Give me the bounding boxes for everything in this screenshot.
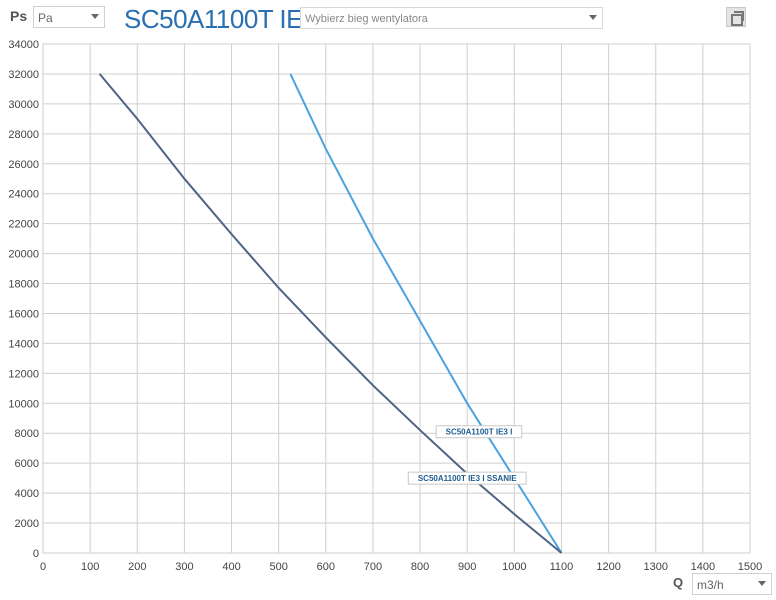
x-tick-labels: 0 100 200 300 400 500 600 700 800 900 1000 1100 1200… <box>40 561 762 573</box>
y-tick-label: 18000 <box>8 279 39 291</box>
x-tick-label: 300 <box>175 561 193 573</box>
copy-button[interactable] <box>726 7 746 27</box>
y-tick-label: 2000 <box>15 518 39 530</box>
fan-speed-placeholder: Wybierz bieg wentylatora <box>305 13 428 25</box>
x-tick-label: 100 <box>81 561 99 573</box>
y-axis-title: Ps <box>10 8 28 24</box>
y-tick-labels: 0 2000 4000 6000 8000 10000 12000 14000 16000 180… <box>8 39 39 560</box>
pressure-unit-select[interactable]: Pa <box>33 6 105 28</box>
x-tick-label: 1100 <box>550 561 574 573</box>
y-tick-label: 6000 <box>15 458 39 470</box>
y-tick-label: 30000 <box>8 99 39 111</box>
y-tick-label: 32000 <box>8 69 39 81</box>
x-tick-label: 400 <box>222 561 240 573</box>
x-tick-label: 700 <box>364 561 382 573</box>
flow-unit-value: m3/h <box>697 578 724 592</box>
series-labels: SC50A1100T IE3 I SC50A1100T IE3 I SSANIE <box>407 425 527 485</box>
copy-icon-front <box>731 14 743 26</box>
flow-unit-select[interactable]: m3/h <box>692 573 772 595</box>
x-tick-label: 1000 <box>502 561 526 573</box>
x-tick-label: 200 <box>128 561 146 573</box>
y-tick-label: 26000 <box>8 159 39 171</box>
y-tick-label: 28000 <box>8 129 39 141</box>
y-tick-label: 34000 <box>8 39 39 51</box>
x-tick-label: 1300 <box>643 561 667 573</box>
x-tick-label: 900 <box>458 561 476 573</box>
y-tick-label: 12000 <box>8 368 39 380</box>
x-tick-label: 0 <box>40 561 46 573</box>
grid <box>42 43 751 554</box>
y-tick-label: 8000 <box>15 428 39 440</box>
y-tick-label: 22000 <box>8 219 39 231</box>
series-label-1: SC50A1100T IE3 I SSANIE <box>407 471 527 485</box>
x-tick-label: 600 <box>317 561 335 573</box>
series-line-1 <box>98 73 563 554</box>
chevron-down-icon <box>589 15 597 20</box>
y-tick-label: 16000 <box>8 308 39 320</box>
y-tick-label: 4000 <box>15 488 39 500</box>
y-tick-label: 24000 <box>8 189 39 201</box>
chevron-down-icon <box>91 14 99 19</box>
y-tick-label: 14000 <box>8 338 39 350</box>
svg-text:SC50A1100T IE3 I: SC50A1100T IE3 I <box>446 428 513 437</box>
x-tick-label: 500 <box>269 561 287 573</box>
y-tick-label: 0 <box>33 548 39 560</box>
chevron-down-icon <box>758 581 766 586</box>
chart-title: SC50A1100T IE3 <box>124 4 317 34</box>
x-tick-label: 1200 <box>596 561 620 573</box>
y-tick-label: 20000 <box>8 249 39 261</box>
x-axis-title: Q <box>673 575 684 590</box>
copy-icon <box>734 11 744 21</box>
fan-speed-select[interactable]: Wybierz bieg wentylatora <box>300 7 603 29</box>
x-tick-label: 1400 <box>691 561 715 573</box>
svg-text:SC50A1100T IE3 I SSANIE: SC50A1100T IE3 I SSANIE <box>418 474 517 483</box>
pressure-unit-value: Pa <box>38 11 53 25</box>
x-tick-label: 1500 <box>738 561 762 573</box>
y-tick-label: 10000 <box>8 398 39 410</box>
x-tick-label: 800 <box>411 561 429 573</box>
series-label-0: SC50A1100T IE3 I <box>435 425 523 439</box>
plot-area <box>42 43 751 554</box>
